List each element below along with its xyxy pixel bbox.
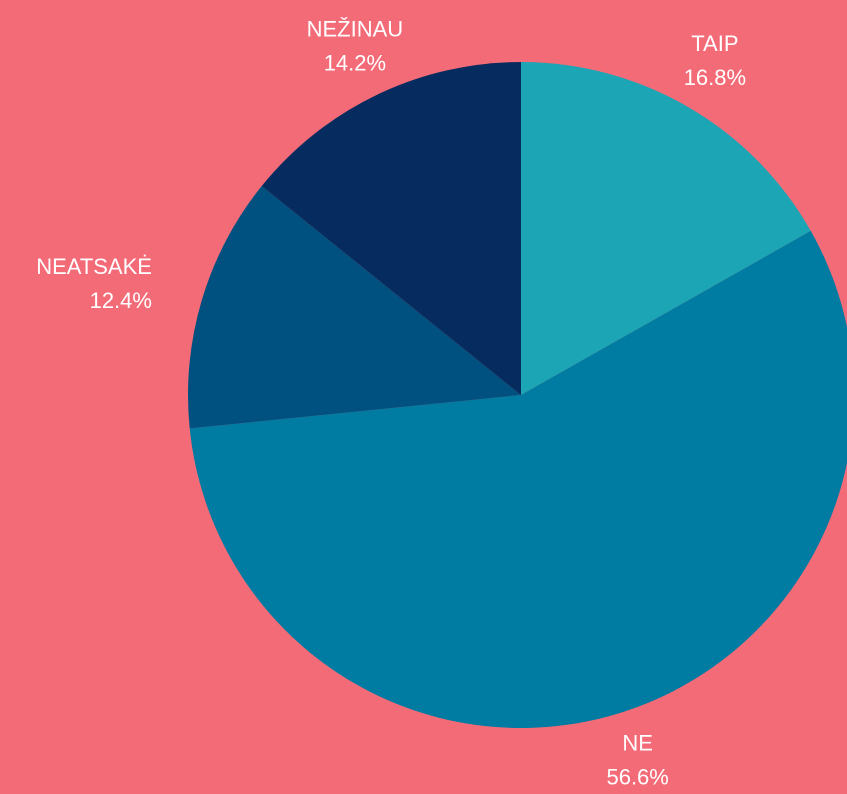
slice-label: NE	[622, 731, 653, 756]
pie-slice	[189, 230, 847, 728]
slice-value-label: 12.4%	[90, 288, 152, 313]
slice-value-label: 16.8%	[684, 65, 746, 90]
slice-label: NEŽINAU	[307, 16, 404, 41]
pie-slice	[521, 62, 811, 395]
slice-label: TAIP	[691, 31, 738, 56]
pie-slice	[261, 62, 521, 395]
slice-value-label: 56.6%	[606, 765, 668, 790]
slice-label: NEATSAKĖ	[36, 254, 152, 279]
slice-value-label: 14.2%	[324, 50, 386, 75]
pie-slice	[187, 185, 521, 429]
